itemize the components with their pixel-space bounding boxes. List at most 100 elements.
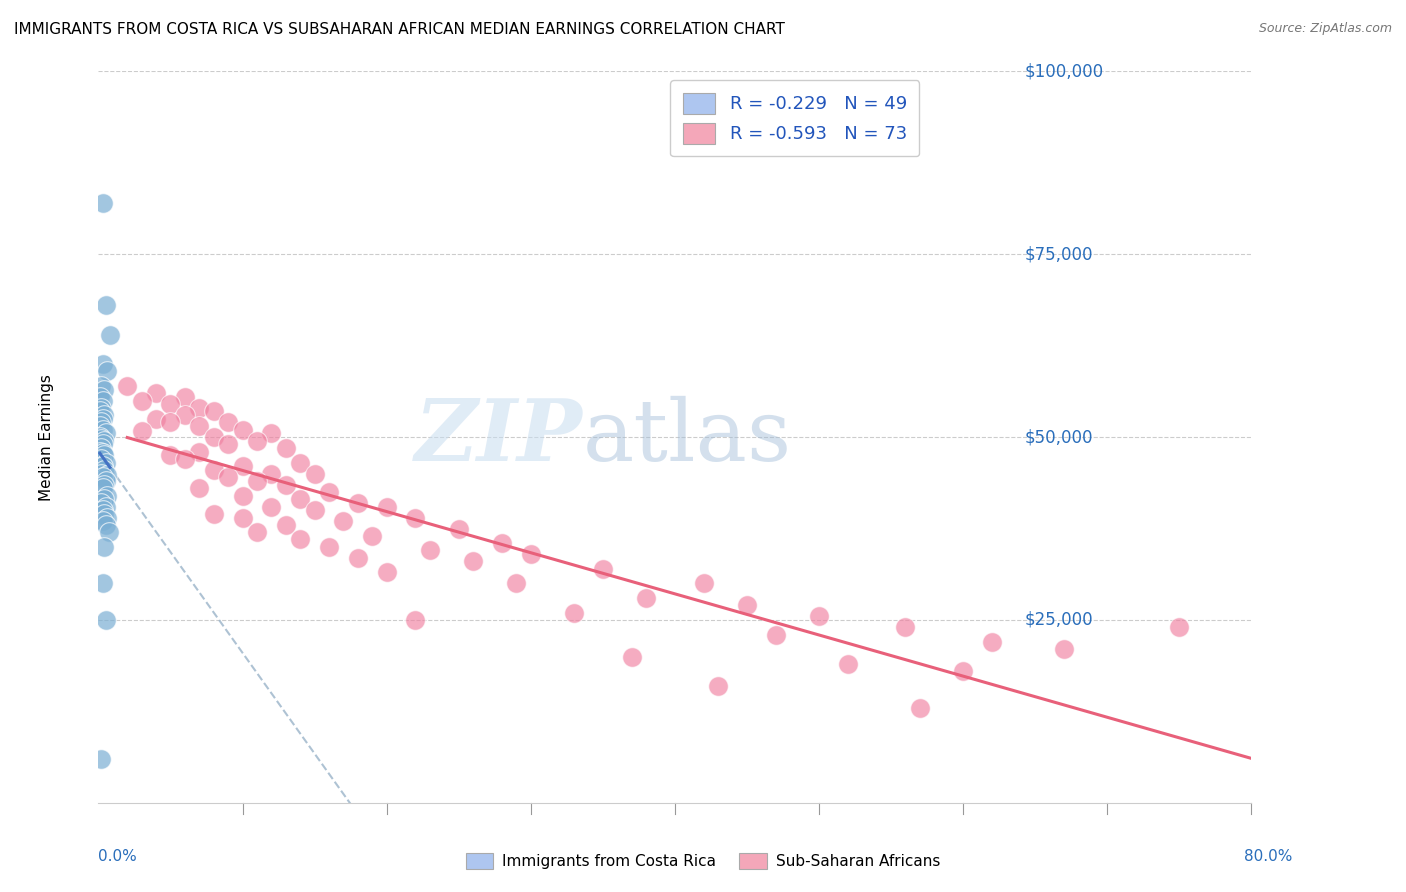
Point — [202, 404, 225, 418]
Point — [447, 521, 470, 535]
Text: Source: ZipAtlas.com: Source: ZipAtlas.com — [1258, 22, 1392, 36]
Point — [159, 448, 181, 462]
Point — [188, 444, 211, 458]
Point — [174, 452, 197, 467]
Point — [707, 679, 730, 693]
Point — [93, 408, 115, 422]
Point — [274, 517, 297, 532]
Point — [94, 613, 117, 627]
Point — [981, 635, 1004, 649]
Point — [117, 379, 138, 393]
Text: 80.0%: 80.0% — [1244, 849, 1292, 863]
Point — [91, 459, 114, 474]
Point — [94, 456, 117, 470]
Point — [89, 430, 111, 444]
Point — [361, 529, 384, 543]
Point — [217, 437, 239, 451]
Point — [765, 627, 787, 641]
Point — [952, 664, 974, 678]
Point — [620, 649, 643, 664]
Point — [131, 393, 153, 408]
Point — [131, 424, 153, 438]
Point — [90, 441, 112, 455]
Text: $50,000: $50,000 — [1024, 428, 1092, 446]
Point — [636, 591, 658, 605]
Point — [318, 485, 340, 500]
Point — [274, 441, 297, 455]
Point — [94, 298, 117, 312]
Point — [202, 507, 225, 521]
Point — [405, 613, 427, 627]
Point — [93, 463, 115, 477]
Point — [405, 510, 427, 524]
Point — [90, 467, 112, 481]
Point — [461, 554, 484, 568]
Point — [90, 401, 112, 415]
Point — [91, 423, 114, 437]
Point — [217, 416, 239, 430]
Point — [174, 390, 197, 404]
Point — [202, 463, 225, 477]
Point — [145, 386, 167, 401]
Point — [91, 196, 114, 211]
Point — [93, 540, 115, 554]
Point — [318, 540, 340, 554]
Point — [246, 434, 269, 448]
Point — [346, 550, 368, 565]
Point — [520, 547, 543, 561]
Point — [188, 481, 211, 495]
Point — [93, 448, 115, 462]
Text: $25,000: $25,000 — [1024, 611, 1092, 629]
Point — [1168, 620, 1191, 634]
Text: atlas: atlas — [582, 395, 792, 479]
Point — [90, 452, 112, 467]
Point — [93, 492, 115, 507]
Legend: R = -0.229   N = 49, R = -0.593   N = 73: R = -0.229 N = 49, R = -0.593 N = 73 — [671, 80, 920, 156]
Point — [188, 401, 211, 415]
Point — [94, 517, 117, 532]
Point — [90, 379, 112, 393]
Point — [1053, 642, 1076, 657]
Point — [290, 492, 312, 507]
Point — [231, 459, 254, 474]
Point — [375, 566, 398, 580]
Point — [97, 525, 120, 540]
Point — [419, 543, 441, 558]
Text: ZIP: ZIP — [415, 395, 582, 479]
Point — [188, 419, 211, 434]
Point — [94, 426, 117, 441]
Point — [91, 357, 114, 371]
Point — [246, 474, 269, 488]
Point — [159, 397, 181, 411]
Point — [89, 419, 111, 434]
Point — [90, 432, 112, 446]
Point — [562, 606, 585, 620]
Point — [592, 562, 614, 576]
Point — [290, 533, 312, 547]
Point — [260, 467, 283, 481]
Point — [96, 468, 118, 483]
Point — [91, 514, 114, 528]
Point — [332, 514, 354, 528]
Point — [91, 446, 114, 460]
Point — [94, 500, 117, 514]
Point — [505, 576, 527, 591]
Point — [274, 477, 297, 491]
Point — [290, 456, 312, 470]
Text: IMMIGRANTS FROM COSTA RICA VS SUBSAHARAN AFRICAN MEDIAN EARNINGS CORRELATION CHA: IMMIGRANTS FROM COSTA RICA VS SUBSAHARAN… — [14, 22, 785, 37]
Point — [89, 444, 111, 458]
Point — [375, 500, 398, 514]
Point — [346, 496, 368, 510]
Legend: Immigrants from Costa Rica, Sub-Saharan Africans: Immigrants from Costa Rica, Sub-Saharan … — [460, 847, 946, 875]
Point — [94, 474, 117, 488]
Point — [304, 503, 326, 517]
Point — [89, 404, 111, 418]
Point — [96, 510, 118, 524]
Point — [202, 430, 225, 444]
Point — [90, 416, 112, 430]
Point — [693, 576, 716, 591]
Point — [231, 489, 254, 503]
Point — [246, 525, 269, 540]
Point — [91, 412, 114, 426]
Point — [231, 423, 254, 437]
